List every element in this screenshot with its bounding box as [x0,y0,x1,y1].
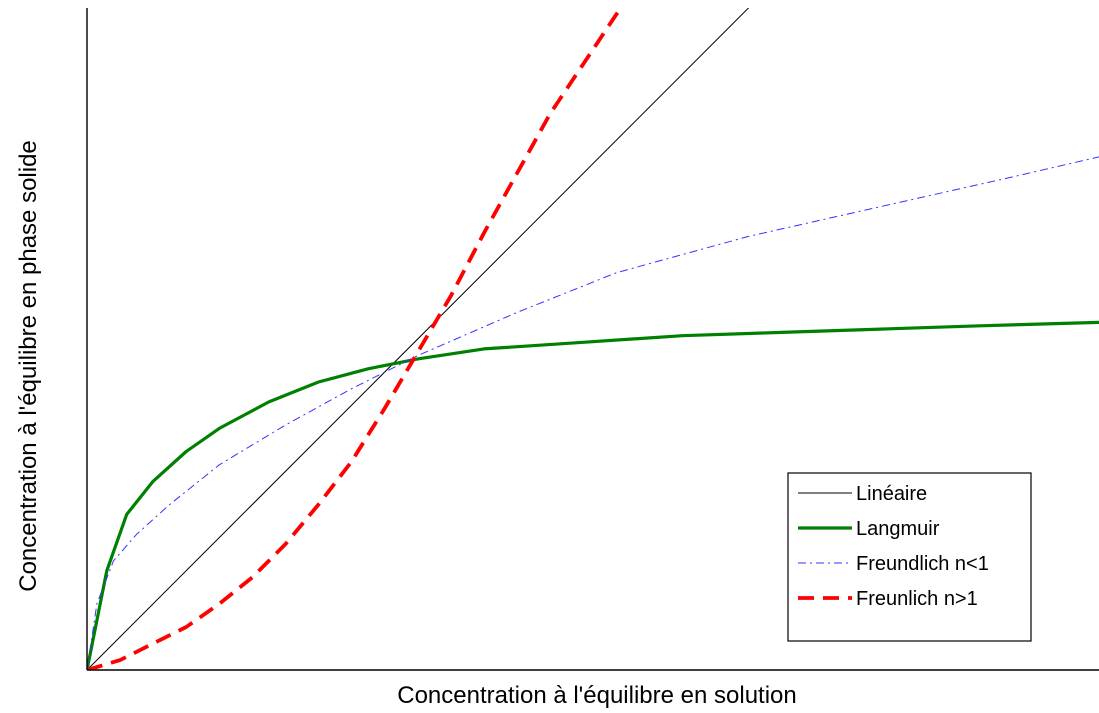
series-line-freundlich-n-1 [87,156,1099,670]
legend-label-freunlich-n-1: Freunlich n>1 [856,588,978,610]
legend-label-lineaire: Linéaire [856,483,927,505]
legend-box [787,472,1032,642]
series-line-freunlich-n-1 [87,8,624,670]
legend-label-freundlich-n-1: Freundlich n<1 [856,553,989,575]
legend-label-langmuir: Langmuir [856,518,940,540]
legend: Linéaire Langmuir Freundlich n<1 Freunlich … [787,472,1032,642]
y-axis-label: Concentration à l'équilibre en phase sol… [15,140,42,592]
series-line-langmuir [87,320,1099,670]
series-line-lineaire [87,8,750,670]
x-axis-label: Concentration à l'équilibre en solution [397,682,797,709]
series-layer [87,8,1099,670]
legend-items: Linéaire Langmuir Freundlich n<1 Freunlich … [798,483,989,610]
